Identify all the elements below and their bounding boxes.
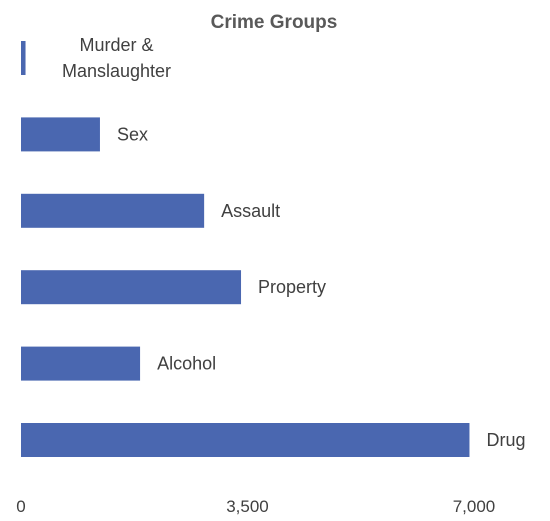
x-tick-label-0: 0 bbox=[16, 497, 25, 516]
category-label-assault: Assault bbox=[221, 201, 280, 221]
bars-layer bbox=[21, 41, 470, 457]
bar-drug bbox=[21, 423, 470, 457]
category-label-alcohol: Alcohol bbox=[157, 354, 216, 374]
bar-property bbox=[21, 270, 242, 305]
bar-assault bbox=[21, 193, 205, 228]
x-tick-label-2: 7,000 bbox=[453, 497, 496, 516]
category-label-drug: Drug bbox=[486, 430, 525, 450]
category-label-sex: Sex bbox=[117, 124, 148, 144]
x-axis-ticks-layer: 0 3,500 7,000 bbox=[16, 497, 495, 516]
category-labels-layer: Murder & Manslaughter Sex Assault Property Al… bbox=[62, 35, 525, 450]
bar-sex bbox=[21, 117, 100, 152]
bar-murder-manslaughter bbox=[21, 41, 26, 75]
x-tick-label-1: 3,500 bbox=[226, 497, 269, 516]
bar-alcohol bbox=[21, 346, 141, 381]
category-label-murder-manslaughter: Murder & Manslaughter bbox=[62, 35, 171, 81]
chart-title: Crime Groups bbox=[211, 12, 338, 33]
category-label-property: Property bbox=[258, 277, 326, 297]
